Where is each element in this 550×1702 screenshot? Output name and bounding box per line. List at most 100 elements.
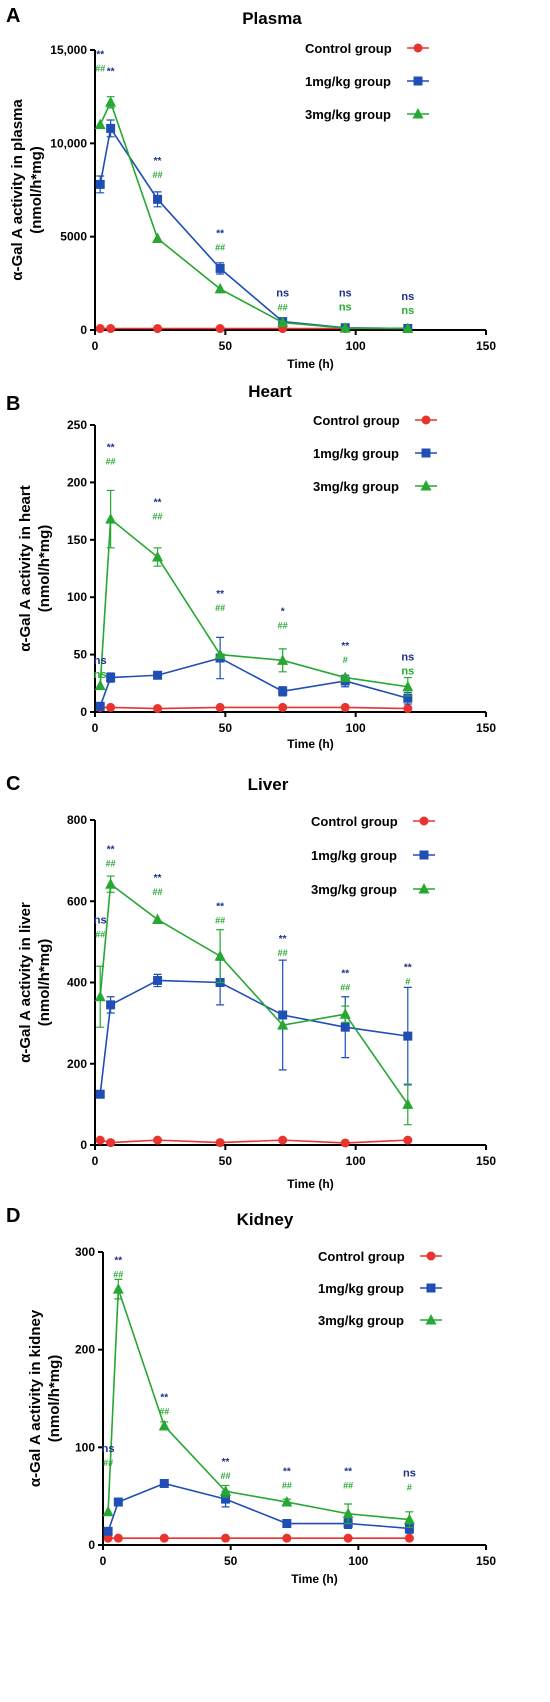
legend-entry: Control group bbox=[311, 814, 435, 829]
significance-ns: ns bbox=[94, 915, 107, 927]
legend-label: Control group bbox=[318, 1249, 405, 1264]
legend-label: 1mg/kg group bbox=[311, 848, 397, 863]
x-tick-label: 0 bbox=[92, 721, 99, 735]
significance-annotation: ** ## bbox=[215, 901, 225, 925]
data-point bbox=[153, 670, 163, 680]
data-point bbox=[278, 1010, 288, 1020]
significance-annotation: ns # bbox=[403, 1468, 416, 1493]
significance-stars: ** bbox=[107, 845, 115, 856]
data-point bbox=[281, 1496, 293, 1507]
data-point bbox=[102, 1505, 114, 1517]
significance-hashes: ## bbox=[103, 1458, 113, 1468]
significance-stars: ** bbox=[96, 49, 104, 60]
significance-ns: ns bbox=[94, 655, 107, 667]
significance-stars: * bbox=[281, 606, 285, 617]
significance-stars: ** bbox=[283, 1467, 291, 1478]
y-tick-label: 250 bbox=[67, 418, 87, 432]
y-tick-label: 800 bbox=[67, 813, 87, 827]
x-tick-label: 100 bbox=[346, 1154, 366, 1168]
significance-stars: ** bbox=[107, 442, 115, 453]
significance-annotation: ** bbox=[107, 66, 115, 77]
legend-entry: 1mg/kg group bbox=[305, 74, 429, 89]
legend-entry: 3mg/kg group bbox=[311, 882, 435, 897]
series-line bbox=[99, 126, 408, 330]
series-line bbox=[107, 1482, 410, 1532]
significance-ns: ns bbox=[401, 665, 414, 677]
legend-entry: 3mg/kg group bbox=[313, 479, 437, 494]
significance-annotation: ** ## bbox=[159, 1392, 169, 1416]
significance-stars: ** bbox=[107, 66, 115, 77]
significance-annotation: ns ns bbox=[401, 651, 414, 677]
y-tick-label: 400 bbox=[67, 976, 87, 990]
data-point bbox=[152, 551, 164, 562]
significance-hashes: ## bbox=[153, 887, 163, 897]
data-point bbox=[106, 673, 116, 683]
significance-stars: ** bbox=[279, 934, 287, 945]
significance-annotation: ** # bbox=[404, 962, 412, 986]
legend-label: 3mg/kg group bbox=[311, 882, 397, 897]
legend-label: Control group bbox=[305, 41, 392, 56]
data-point bbox=[106, 324, 116, 334]
y-tick-label: 0 bbox=[88, 1538, 95, 1552]
significance-stars: ** bbox=[404, 962, 412, 973]
data-point bbox=[403, 1135, 413, 1145]
x-tick-label: 150 bbox=[476, 1154, 496, 1168]
significance-annotation: ** ## bbox=[215, 589, 225, 613]
data-point bbox=[159, 1478, 169, 1488]
series-low-dose bbox=[95, 636, 413, 711]
data-point bbox=[215, 263, 225, 273]
x-axis-label: Time (h) bbox=[287, 357, 333, 371]
series-high-dose bbox=[94, 96, 414, 334]
legend-marker bbox=[421, 415, 431, 425]
data-point bbox=[105, 96, 117, 107]
legend-entry: 3mg/kg group bbox=[318, 1313, 442, 1328]
x-tick-label: 50 bbox=[219, 1154, 233, 1168]
significance-hashes: ## bbox=[153, 170, 163, 180]
significance-stars: ** bbox=[222, 1457, 230, 1468]
legend-label: Control group bbox=[311, 814, 398, 829]
x-axis-label: Time (h) bbox=[287, 737, 333, 751]
legend-marker bbox=[421, 448, 431, 458]
data-point bbox=[339, 671, 351, 683]
significance-annotation: ** ## bbox=[343, 1467, 353, 1491]
data-point bbox=[95, 179, 105, 189]
significance-stars: ** bbox=[344, 1467, 352, 1478]
series-low-dose bbox=[95, 119, 413, 334]
x-tick-label: 50 bbox=[219, 721, 233, 735]
legend-entry: Control group bbox=[305, 41, 429, 56]
data-point bbox=[159, 1533, 169, 1543]
significance-hashes: ## bbox=[340, 982, 350, 992]
data-point bbox=[340, 1022, 350, 1032]
significance-hashes: ## bbox=[95, 930, 105, 940]
y-axis-units: (nmol/h*mg) bbox=[36, 525, 53, 613]
panel-title: Heart bbox=[248, 382, 292, 401]
legend-marker bbox=[412, 108, 424, 119]
significance-ns: ns bbox=[276, 287, 289, 299]
y-axis-label: α-Gal A activity in liver bbox=[17, 902, 34, 1063]
data-point bbox=[103, 1526, 113, 1536]
significance-annotation: ns ## bbox=[102, 1443, 115, 1468]
data-point bbox=[152, 913, 164, 925]
data-point bbox=[403, 1031, 413, 1041]
y-tick-label: 0 bbox=[80, 323, 87, 337]
data-point bbox=[343, 1533, 353, 1543]
data-point bbox=[153, 704, 163, 714]
data-point bbox=[95, 324, 105, 334]
x-tick-label: 150 bbox=[476, 339, 496, 353]
significance-annotation: ** ## bbox=[95, 49, 105, 73]
significance-hashes: ## bbox=[221, 1471, 231, 1481]
legend-marker bbox=[420, 480, 432, 491]
data-point bbox=[340, 1138, 350, 1148]
y-tick-label: 200 bbox=[67, 1057, 87, 1071]
legend-marker bbox=[425, 1314, 437, 1325]
y-tick-label: 600 bbox=[67, 894, 87, 908]
data-point bbox=[403, 1513, 415, 1525]
data-point bbox=[113, 1497, 123, 1507]
x-tick-label: 0 bbox=[100, 1554, 107, 1568]
significance-hashes: ## bbox=[106, 456, 116, 466]
data-point bbox=[153, 194, 163, 204]
significance-annotation: ns ns bbox=[339, 287, 352, 313]
data-point bbox=[94, 118, 106, 130]
data-point bbox=[95, 1089, 105, 1099]
